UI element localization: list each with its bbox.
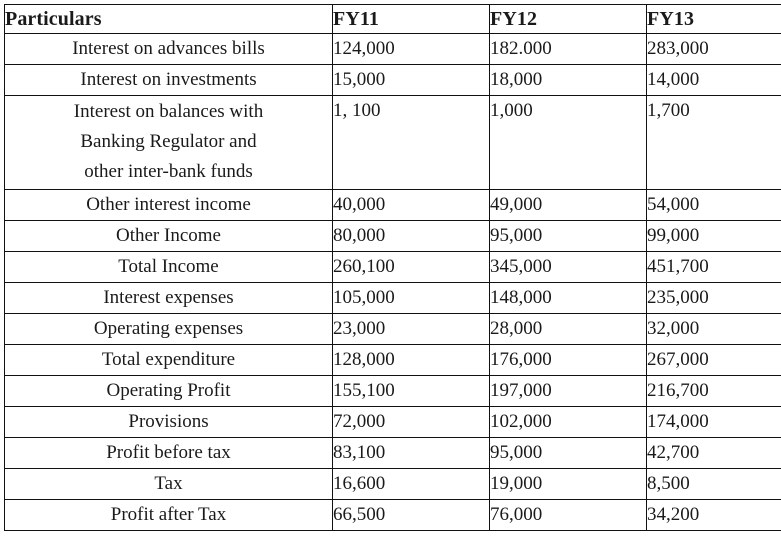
column-header-particulars: Particulars <box>4 4 333 34</box>
row-label-line: Banking Regulator and <box>80 131 257 152</box>
row-label: Operating expenses <box>4 313 333 345</box>
cell-fy12: 345,000 <box>489 251 647 283</box>
row-label-line: Other interest income <box>86 194 251 215</box>
row-label-line: Operating expenses <box>93 318 244 339</box>
row-label-line: Interest expenses <box>103 287 234 308</box>
cell-fy13: 42,700 <box>646 437 781 469</box>
row-label-line: Tax <box>154 473 183 494</box>
table-row: Operating Profit 155,100 197,000 216,700 <box>4 375 781 407</box>
table-row: Other interest income 40,000 49,000 54,000 <box>4 189 781 221</box>
table-header: Particulars FY11 FY12 FY13 <box>4 4 781 34</box>
cell-fy13: 54,000 <box>646 189 781 221</box>
cell-fy12: 176,000 <box>489 344 647 376</box>
cell-fy11: 23,000 <box>332 313 490 345</box>
table-row: Other Income 80,000 95,000 99,000 <box>4 220 781 252</box>
cell-fy12: 95,000 <box>489 437 647 469</box>
cell-fy13: 32,000 <box>646 313 781 345</box>
cell-fy11: 83,100 <box>332 437 490 469</box>
financial-results-table: Particulars FY11 FY12 FY13 Interest on a… <box>4 4 781 531</box>
table-row: Interest on balances with Banking Regulat… <box>4 95 781 190</box>
row-label: Total Income <box>4 251 333 283</box>
cell-fy13: 451,700 <box>646 251 781 283</box>
row-label: Interest expenses <box>4 282 333 314</box>
row-label-line: Total Income <box>118 256 219 277</box>
row-label-line: Interest on investments <box>80 69 257 90</box>
row-label: Tax <box>4 468 333 500</box>
row-label: Profit after Tax <box>4 499 333 531</box>
row-label: Provisions <box>4 406 333 438</box>
cell-fy12: 197,000 <box>489 375 647 407</box>
table-row: Interest on advances bills 124,000 182.000… <box>4 33 781 65</box>
cell-fy11: 105,000 <box>332 282 490 314</box>
row-label: Operating Profit <box>4 375 333 407</box>
row-label-line: Other Income <box>116 225 221 246</box>
row-label: Interest on investments <box>4 64 333 96</box>
row-label-line: Interest on advances bills <box>72 38 265 59</box>
cell-fy12: 18,000 <box>489 64 647 96</box>
cell-fy13: 8,500 <box>646 468 781 500</box>
row-label: Other Income <box>4 220 333 252</box>
cell-fy12: 95,000 <box>489 220 647 252</box>
column-header-fy12: FY12 <box>489 4 647 34</box>
table-row: Profit before tax 83,100 95,000 42,700 <box>4 437 781 469</box>
column-header-fy11: FY11 <box>332 4 490 34</box>
cell-fy13: 1,700 <box>646 95 781 190</box>
row-label-line: Profit before tax <box>106 442 231 463</box>
row-label: Total expenditure <box>4 344 333 376</box>
cell-fy12: 76,000 <box>489 499 647 531</box>
row-label-line: other inter-bank funds <box>84 161 253 182</box>
cell-fy13: 34,200 <box>646 499 781 531</box>
cell-fy12: 182.000 <box>489 33 647 65</box>
cell-fy12: 102,000 <box>489 406 647 438</box>
table-row: Interest expenses 105,000 148,000 235,000 <box>4 282 781 314</box>
cell-fy12: 49,000 <box>489 189 647 221</box>
cell-fy11: 128,000 <box>332 344 490 376</box>
cell-fy13: 99,000 <box>646 220 781 252</box>
cell-fy11: 260,100 <box>332 251 490 283</box>
row-label: Interest on advances bills <box>4 33 333 65</box>
cell-fy12: 19,000 <box>489 468 647 500</box>
table-row: Provisions 72,000 102,000 174,000 <box>4 406 781 438</box>
cell-fy12: 148,000 <box>489 282 647 314</box>
table-row: Interest on investments 15,000 18,000 14,00… <box>4 64 781 96</box>
row-label-line: Operating Profit <box>106 380 231 401</box>
table-row: Tax 16,600 19,000 8,500 <box>4 468 781 500</box>
table-header-row: Particulars FY11 FY12 FY13 <box>4 4 781 34</box>
cell-fy13: 267,000 <box>646 344 781 376</box>
cell-fy13: 283,000 <box>646 33 781 65</box>
cell-fy13: 216,700 <box>646 375 781 407</box>
cell-fy11: 16,600 <box>332 468 490 500</box>
row-label-line: Total expenditure <box>101 349 236 370</box>
cell-fy11: 155,100 <box>332 375 490 407</box>
cell-fy13: 235,000 <box>646 282 781 314</box>
cell-fy12: 1,000 <box>489 95 647 190</box>
table-row: Total expenditure 128,000 176,000 267,000 <box>4 344 781 376</box>
row-label-line: Interest on balances with <box>73 101 264 122</box>
cell-fy11: 124,000 <box>332 33 490 65</box>
cell-fy11: 1, 100 <box>332 95 490 190</box>
cell-fy11: 72,000 <box>332 406 490 438</box>
table-row: Operating expenses 23,000 28,000 32,000 <box>4 313 781 345</box>
row-label: Interest on balances with Banking Regulat… <box>4 95 333 190</box>
row-label-line: Provisions <box>128 411 209 432</box>
cell-fy11: 80,000 <box>332 220 490 252</box>
table-row: Profit after Tax 66,500 76,000 34,200 <box>4 499 781 531</box>
cell-fy11: 15,000 <box>332 64 490 96</box>
table-row: Total Income 260,100 345,000 451,700 <box>4 251 781 283</box>
row-label: Other interest income <box>4 189 333 221</box>
cell-fy13: 174,000 <box>646 406 781 438</box>
cell-fy11: 40,000 <box>332 189 490 221</box>
cell-fy11: 66,500 <box>332 499 490 531</box>
cell-fy13: 14,000 <box>646 64 781 96</box>
table-body: Interest on advances bills 124,000 182.000… <box>4 33 781 531</box>
cell-fy12: 28,000 <box>489 313 647 345</box>
row-label-line: Profit after Tax <box>110 504 227 525</box>
row-label: Profit before tax <box>4 437 333 469</box>
column-header-fy13: FY13 <box>646 4 781 34</box>
